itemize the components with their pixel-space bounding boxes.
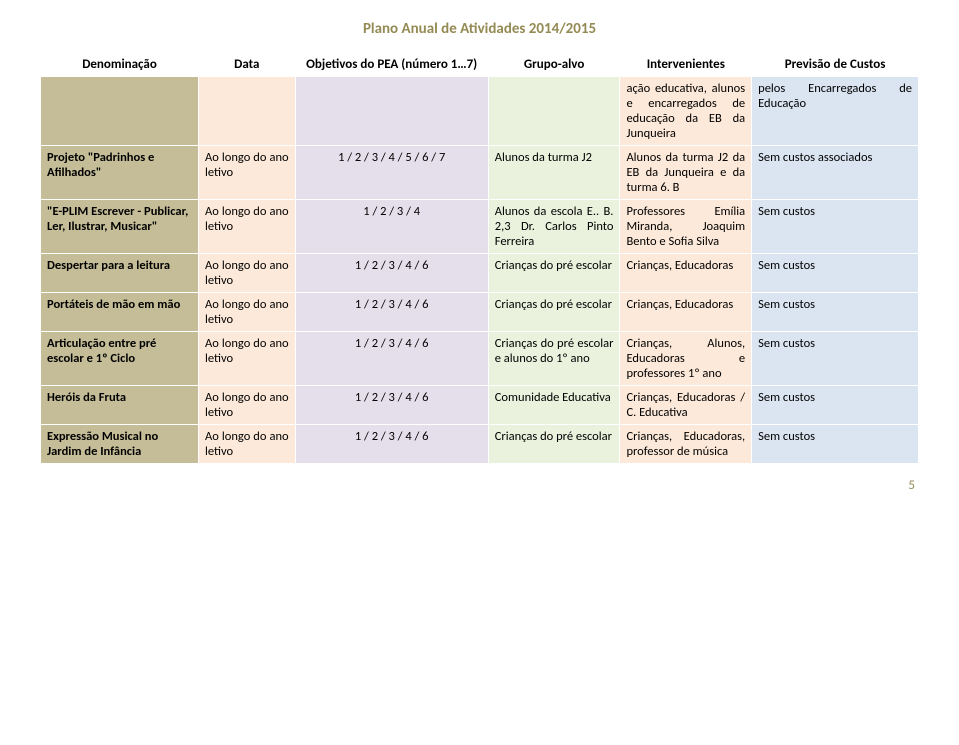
cell-c3: Crianças do pré escolar: [488, 293, 620, 332]
table-row: ação educativa, alunos e encarregados de…: [41, 77, 919, 146]
header-grupo-alvo: Grupo-alvo: [488, 53, 620, 77]
header-objetivos: Objetivos do PEA (número 1…7): [295, 53, 488, 77]
cell-c1: Ao longo do ano letivo: [199, 146, 296, 200]
table-row: Projeto "Padrinhos e Afilhados"Ao longo …: [41, 146, 919, 200]
cell-c0: Articulação entre pré escolar e 1º Ciclo: [41, 332, 199, 386]
cell-c4: ação educativa, alunos e encarregados de…: [620, 77, 752, 146]
cell-c0: Portáteis de mão em mão: [41, 293, 199, 332]
cell-c2: 1 / 2 / 3 / 4 / 6: [295, 386, 488, 425]
cell-c5: Sem custos: [752, 386, 919, 425]
table-row: Articulação entre pré escolar e 1º Ciclo…: [41, 332, 919, 386]
cell-c2: 1 / 2 / 3 / 4 / 6: [295, 254, 488, 293]
table-row: Heróis da FrutaAo longo do ano letivo1 /…: [41, 386, 919, 425]
cell-c3: Alunos da escola E.. B. 2,3 Dr. Carlos P…: [488, 200, 620, 254]
table-row: "E-PLIM Escrever - Publicar, Ler, Ilustr…: [41, 200, 919, 254]
cell-c0: [41, 77, 199, 146]
cell-c0: Despertar para a leitura: [41, 254, 199, 293]
cell-c0: "E-PLIM Escrever - Publicar, Ler, Ilustr…: [41, 200, 199, 254]
table-row: Portáteis de mão em mãoAo longo do ano l…: [41, 293, 919, 332]
cell-c1: Ao longo do ano letivo: [199, 254, 296, 293]
cell-c5: Sem custos: [752, 332, 919, 386]
table-row: Expressão Musical no Jardim de InfânciaA…: [41, 425, 919, 464]
activities-table: Denominação Data Objetivos do PEA (númer…: [40, 52, 919, 464]
cell-c2: 1 / 2 / 3 / 4 / 6: [295, 425, 488, 464]
header-data: Data: [199, 53, 296, 77]
cell-c1: [199, 77, 296, 146]
cell-c4: Crianças, Educadoras, professor de músic…: [620, 425, 752, 464]
cell-c1: Ao longo do ano letivo: [199, 425, 296, 464]
cell-c2: 1 / 2 / 3 / 4 / 5 / 6 / 7: [295, 146, 488, 200]
cell-c3: Crianças do pré escolar e alunos do 1º a…: [488, 332, 620, 386]
cell-c3: Alunos da turma J2: [488, 146, 620, 200]
header-intervenientes: Intervenientes: [620, 53, 752, 77]
cell-c5: Sem custos: [752, 425, 919, 464]
cell-c3: [488, 77, 620, 146]
table-body: ação educativa, alunos e encarregados de…: [41, 77, 919, 464]
header-previsao: Previsão de Custos: [752, 53, 919, 77]
cell-c0: Projeto "Padrinhos e Afilhados": [41, 146, 199, 200]
cell-c4: Crianças, Educadoras: [620, 254, 752, 293]
cell-c2: 1 / 2 / 3 / 4 / 6: [295, 332, 488, 386]
cell-c3: Crianças do pré escolar: [488, 425, 620, 464]
cell-c2: 1 / 2 / 3 / 4 / 6: [295, 293, 488, 332]
cell-c1: Ao longo do ano letivo: [199, 293, 296, 332]
cell-c2: 1 / 2 / 3 / 4: [295, 200, 488, 254]
cell-c3: Comunidade Educativa: [488, 386, 620, 425]
cell-c3: Crianças do pré escolar: [488, 254, 620, 293]
cell-c5: Sem custos: [752, 200, 919, 254]
cell-c5: Sem custos associados: [752, 146, 919, 200]
cell-c4: Alunos da turma J2 da EB da Junqueira e …: [620, 146, 752, 200]
cell-c4: Crianças, Educadoras: [620, 293, 752, 332]
cell-c5: pelos Encarregados de Educação: [752, 77, 919, 146]
cell-c4: Crianças, Educadoras / C. Educativa: [620, 386, 752, 425]
document-page: Plano Anual de Atividades 2014/2015 Deno…: [0, 0, 959, 503]
cell-c1: Ao longo do ano letivo: [199, 386, 296, 425]
cell-c2: [295, 77, 488, 146]
document-title: Plano Anual de Atividades 2014/2015: [40, 20, 919, 38]
cell-c5: Sem custos: [752, 293, 919, 332]
table-row: Despertar para a leituraAo longo do ano …: [41, 254, 919, 293]
table-header-row: Denominação Data Objetivos do PEA (númer…: [41, 53, 919, 77]
cell-c0: Expressão Musical no Jardim de Infância: [41, 425, 199, 464]
cell-c4: Professores Emília Miranda, Joaquim Bent…: [620, 200, 752, 254]
cell-c1: Ao longo do ano letivo: [199, 332, 296, 386]
page-number: 5: [40, 464, 919, 493]
header-denominacao: Denominação: [41, 53, 199, 77]
cell-c4: Crianças, Alunos, Educadoras e professor…: [620, 332, 752, 386]
cell-c0: Heróis da Fruta: [41, 386, 199, 425]
cell-c5: Sem custos: [752, 254, 919, 293]
cell-c1: Ao longo do ano letivo: [199, 200, 296, 254]
